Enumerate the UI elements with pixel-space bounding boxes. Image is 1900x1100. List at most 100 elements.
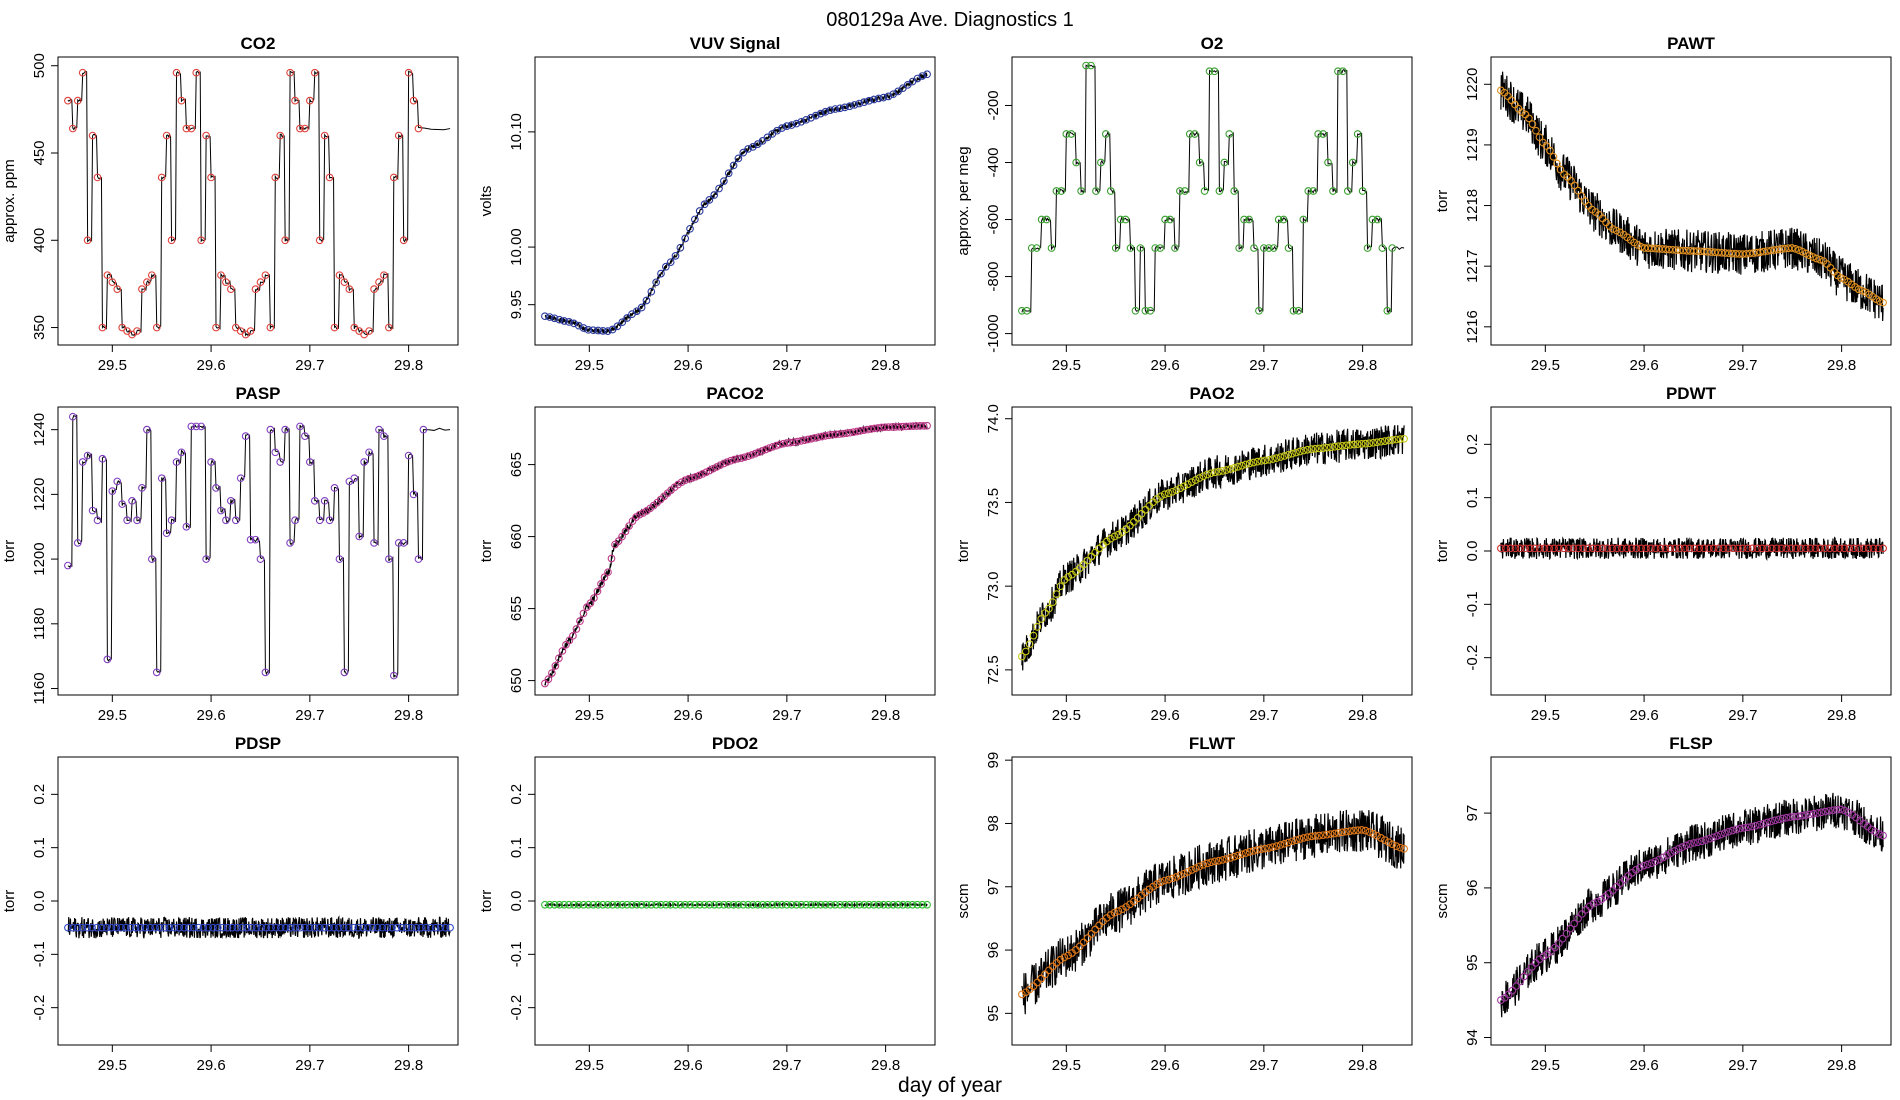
data-point <box>1245 459 1254 468</box>
data-point <box>1647 544 1655 553</box>
data-point <box>256 555 265 563</box>
data-point <box>1185 130 1194 138</box>
data-point <box>1396 435 1405 443</box>
data-point <box>1512 982 1521 990</box>
data-point <box>1309 187 1318 195</box>
data-point <box>1025 640 1034 649</box>
data-point <box>128 330 136 339</box>
y-tick-label: 1219 <box>1464 128 1481 161</box>
data-point <box>1609 225 1617 233</box>
data-point <box>355 327 364 335</box>
data-point <box>724 900 733 909</box>
data-point <box>1299 446 1308 455</box>
data-point <box>754 448 763 457</box>
data-point <box>695 471 704 480</box>
y-tick-label: 1200 <box>31 542 48 575</box>
data-point <box>1763 818 1772 827</box>
series-line <box>67 70 451 337</box>
data-point <box>1342 441 1351 450</box>
data-point <box>787 121 796 129</box>
y-tick-label: 0.0 <box>1464 541 1481 562</box>
data-point <box>570 319 578 328</box>
x-tick-label: 29.6 <box>196 357 225 374</box>
data-point <box>1829 806 1837 815</box>
data-point <box>1032 244 1041 252</box>
data-point <box>1717 830 1725 839</box>
data-point <box>1176 484 1185 493</box>
data-point <box>733 454 742 463</box>
data-point <box>686 900 694 909</box>
data-point <box>1589 899 1598 908</box>
data-point <box>1261 456 1269 465</box>
y-axis-label: torr <box>1 890 18 913</box>
data-point <box>1195 158 1204 167</box>
data-point <box>1133 513 1142 522</box>
data-point <box>103 655 112 664</box>
data-point <box>681 476 689 485</box>
data-point <box>1501 544 1510 553</box>
data-point <box>545 313 554 321</box>
data-point <box>1106 187 1115 195</box>
data-point <box>1540 544 1549 553</box>
data-point <box>1836 805 1845 814</box>
data-point <box>301 432 309 440</box>
y-tick-label: 1220 <box>1464 68 1481 101</box>
data-point <box>1663 851 1671 860</box>
data-point <box>354 923 363 932</box>
data-point <box>1753 544 1762 553</box>
data-point <box>291 923 300 932</box>
data-point <box>1067 130 1076 138</box>
data-point <box>325 173 334 182</box>
data-point <box>879 900 888 909</box>
data-point <box>1205 67 1214 76</box>
data-point <box>1299 834 1308 842</box>
data-point <box>197 422 206 431</box>
data-point <box>1530 544 1539 553</box>
y-tick-label: 1220 <box>31 478 48 511</box>
data-point <box>1121 215 1130 224</box>
data-point <box>1338 441 1347 450</box>
data-point <box>1659 853 1667 862</box>
data-point <box>1052 590 1061 599</box>
x-tick-label: 29.6 <box>673 357 702 374</box>
data-point <box>1245 848 1254 856</box>
data-point <box>1288 837 1296 846</box>
data-point <box>1506 544 1515 553</box>
data-point <box>1230 852 1239 861</box>
data-point <box>409 96 418 105</box>
data-point <box>1524 967 1532 976</box>
data-point <box>1288 449 1296 458</box>
data-point <box>1311 832 1320 840</box>
x-tick-label: 29.7 <box>772 1057 801 1074</box>
data-point <box>194 923 203 932</box>
data-point <box>715 184 723 193</box>
data-point <box>172 68 181 77</box>
data-point <box>223 923 232 932</box>
data-point <box>618 900 627 909</box>
data-point <box>1656 544 1665 553</box>
y-tick-label: -0.1 <box>1464 591 1481 617</box>
data-point <box>597 580 605 588</box>
data-point <box>296 124 304 133</box>
data-point <box>202 131 210 140</box>
data-point <box>1724 544 1733 553</box>
data-point <box>1782 813 1791 822</box>
data-point <box>394 539 403 547</box>
x-tick-label: 29.6 <box>1629 1057 1658 1074</box>
data-point <box>272 923 280 932</box>
data-point <box>262 923 271 932</box>
data-point <box>409 490 418 499</box>
data-point <box>222 278 230 287</box>
data-point <box>1504 990 1513 999</box>
data-point <box>1778 814 1787 823</box>
data-point <box>747 451 756 459</box>
data-point <box>1329 187 1337 195</box>
x-tick-label: 29.6 <box>1629 357 1658 374</box>
data-point <box>811 434 819 442</box>
data-point <box>1693 838 1702 847</box>
data-point <box>1160 876 1169 885</box>
data-point <box>325 516 334 525</box>
data-point <box>1334 67 1342 76</box>
data-point <box>642 296 651 305</box>
data-point <box>923 70 931 79</box>
